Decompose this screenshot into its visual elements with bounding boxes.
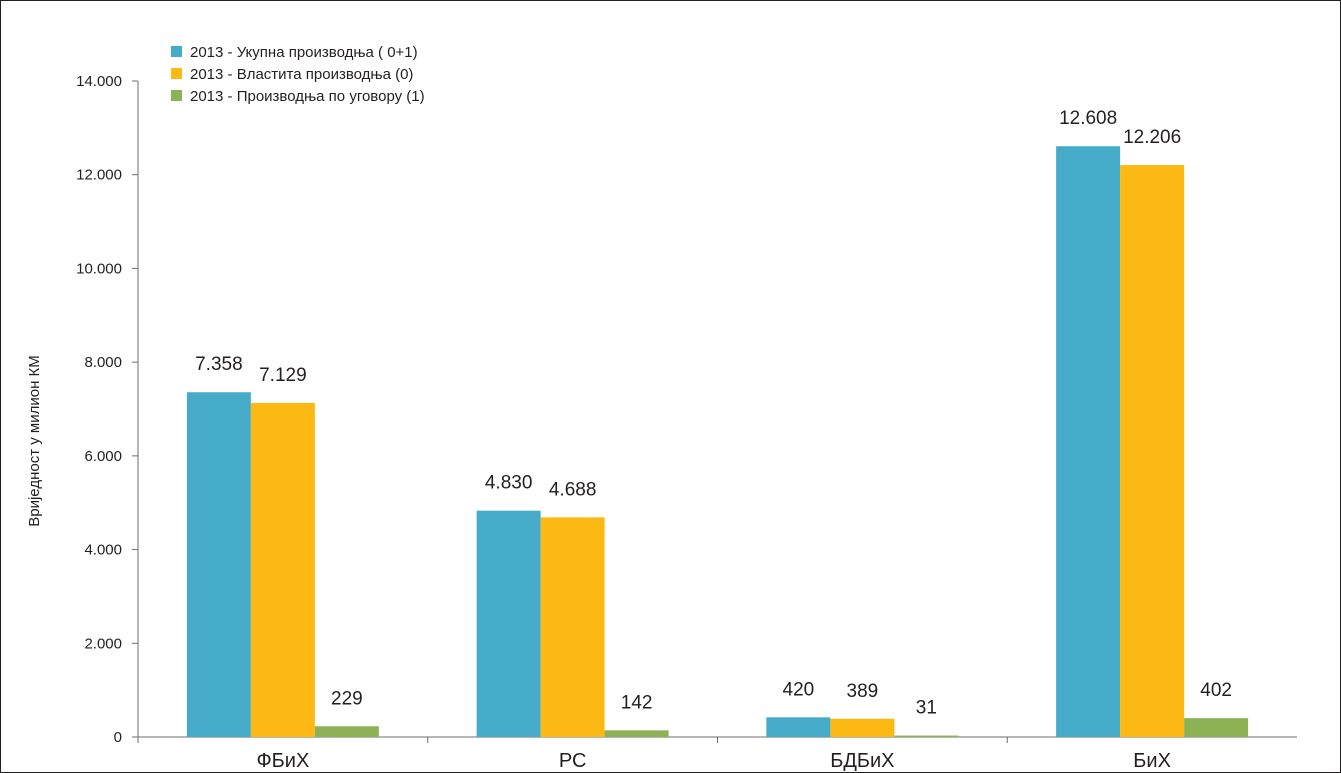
data-label: 142: [621, 692, 653, 713]
legend-swatch: [171, 90, 182, 101]
y-axis-title: Вриједност у милион КМ: [26, 355, 43, 527]
legend-swatch: [171, 68, 182, 79]
category-label: БДБиХ: [830, 750, 894, 772]
bar: [250, 402, 315, 737]
data-label: 229: [331, 688, 363, 709]
bar: [1120, 165, 1185, 738]
data-labels: 7.358 7.129 229 4.830 4.688 142 420 389 31 12.608…: [195, 108, 1232, 718]
legend-label: 2013 - Укупна производња ( 0+1): [190, 44, 418, 61]
data-label: 402: [1200, 680, 1232, 701]
category-labels: ФБиХ РС БДБиХ БиХ: [256, 750, 1170, 772]
y-tick-label: 14.000: [76, 73, 122, 90]
bar: [1056, 146, 1121, 737]
bars: [186, 146, 1249, 738]
data-label: 12.206: [1123, 127, 1181, 148]
legend-label: 2013 - Производња по уговору (1): [190, 88, 425, 105]
bar: [830, 718, 895, 737]
y-axis-ticks: 0 2.000 4.000 6.000 8.000 10.000 12.000 14.000: [76, 73, 138, 746]
y-tick-label: 8.000: [84, 354, 122, 371]
data-label: 4.830: [485, 473, 533, 494]
y-tick-label: 12.000: [76, 167, 122, 184]
data-label: 4.688: [549, 479, 597, 500]
bar: [766, 717, 831, 737]
y-tick-label: 0: [114, 729, 122, 746]
category-label: ФБиХ: [256, 750, 309, 772]
bar: [604, 730, 669, 737]
data-label: 389: [847, 681, 879, 702]
legend-swatch: [171, 46, 182, 57]
data-label: 12.608: [1059, 108, 1117, 129]
data-label: 420: [783, 679, 815, 700]
data-label: 7.358: [195, 354, 243, 375]
legend-label: 2013 - Властита производња (0): [190, 66, 413, 83]
y-tick-label: 4.000: [84, 542, 122, 559]
bar: [894, 735, 959, 737]
bar: [314, 726, 379, 737]
category-label: РС: [559, 750, 587, 772]
y-tick-label: 2.000: [84, 635, 122, 652]
data-label: 31: [916, 698, 937, 719]
bar: [186, 392, 251, 737]
bar: [1184, 718, 1249, 737]
y-tick-label: 6.000: [84, 448, 122, 465]
y-tick-label: 10.000: [76, 260, 122, 277]
bar: [476, 510, 541, 737]
category-label: БиХ: [1133, 750, 1171, 772]
data-label: 7.129: [259, 365, 307, 386]
bar: [540, 517, 605, 737]
legend: 2013 - Укупна производња ( 0+1) 2013 - Вл…: [171, 44, 425, 105]
